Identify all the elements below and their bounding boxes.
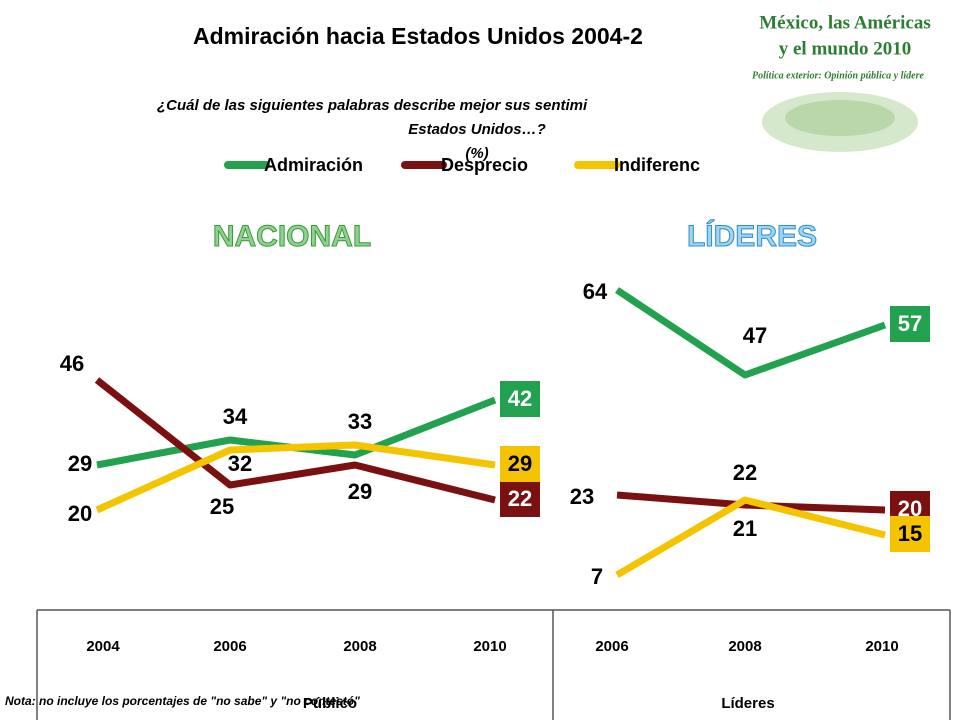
end-label-box xyxy=(890,516,930,552)
series-line xyxy=(94,377,496,504)
section-title: NACIONAL xyxy=(213,220,371,253)
group-label: Público xyxy=(303,695,357,712)
globe-land xyxy=(785,100,895,136)
data-label: 23 xyxy=(570,484,594,509)
logo-line-3: Política exterior: Opinión pública y líd… xyxy=(752,70,924,81)
subtitle: ¿Cuál de las siguientes palabras describ… xyxy=(157,97,588,114)
x-tick-label: 2008 xyxy=(343,638,376,655)
data-label: 29 xyxy=(348,479,372,504)
end-label-box xyxy=(500,446,540,482)
end-label-box xyxy=(500,381,540,417)
logo: México, las Américas y el mundo 2010 Pol… xyxy=(738,0,954,165)
data-label: 46 xyxy=(60,351,84,376)
note: Nota: no incluye los porcentajes de "no … xyxy=(5,694,360,708)
section-title: LÍDERES xyxy=(687,219,817,253)
data-label: 33 xyxy=(348,409,372,434)
end-label: 22 xyxy=(508,486,532,511)
data-label: 21 xyxy=(733,516,757,541)
logo-line-2: y el mundo 2010 xyxy=(779,38,912,59)
x-tick-label: 2006 xyxy=(595,638,628,655)
x-tick-label: 2010 xyxy=(865,638,898,655)
end-label-box xyxy=(890,306,930,342)
data-label: 64 xyxy=(583,279,608,304)
unit: (%) xyxy=(465,145,488,162)
legend-label: Admiración xyxy=(264,155,363,175)
data-label: 32 xyxy=(228,451,252,476)
subtitle-2: Estados Unidos…? xyxy=(408,121,546,138)
legend-label: Indiferenc xyxy=(614,155,700,175)
data-label: 47 xyxy=(743,323,767,348)
x-tick-label: 2006 xyxy=(213,638,246,655)
series-line xyxy=(615,496,886,579)
data-label: 29 xyxy=(68,451,92,476)
data-label: 34 xyxy=(223,404,248,429)
title: Admiración hacia Estados Unidos 2004-2 xyxy=(193,23,643,49)
logo-line-1: México, las Américas xyxy=(759,12,930,33)
series-line xyxy=(616,491,886,514)
x-tick-label: 2010 xyxy=(473,638,506,655)
end-label: 15 xyxy=(898,521,922,546)
legend-label: Desprecio xyxy=(441,155,528,175)
data-label: 25 xyxy=(210,494,234,519)
end-label: 57 xyxy=(898,311,922,336)
end-label-box xyxy=(500,481,540,517)
bottom-table xyxy=(36,609,951,720)
data-label: 20 xyxy=(68,501,92,526)
x-tick-label: 2008 xyxy=(728,638,761,655)
end-label: 42 xyxy=(508,386,532,411)
x-tick-label: 2004 xyxy=(86,638,120,655)
data-label: 7 xyxy=(591,564,603,589)
data-label: 22 xyxy=(733,460,757,485)
series-line xyxy=(95,441,496,514)
end-label: 29 xyxy=(508,451,532,476)
series-line xyxy=(615,287,887,379)
group-label: Líderes xyxy=(721,695,774,712)
